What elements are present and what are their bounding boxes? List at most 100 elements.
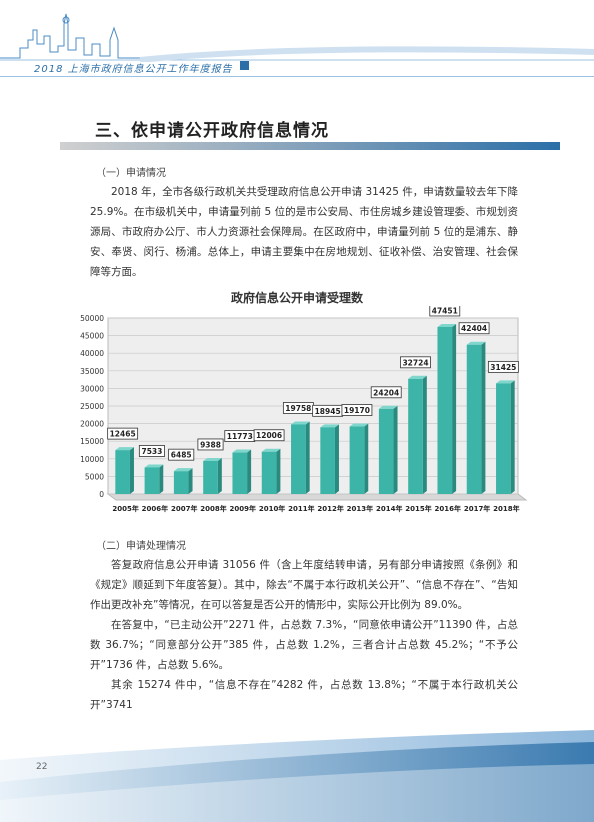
y-tick-label: 15000 — [80, 437, 104, 446]
bar-side — [334, 424, 339, 494]
data-label: 18945 — [315, 407, 341, 416]
subsection-2-heading: （二）申请处理情况 — [96, 541, 186, 552]
x-tick-label: 2018年 — [493, 504, 519, 513]
bar-side — [217, 457, 222, 494]
chart-title: 政府信息公开申请受理数 — [230, 291, 363, 305]
y-tick-label: 40000 — [80, 349, 104, 358]
bar-top — [408, 375, 427, 379]
bar — [496, 383, 511, 494]
bar-top — [115, 447, 134, 451]
data-label: 11773 — [227, 432, 253, 441]
bar-side — [305, 421, 310, 494]
bar-side — [422, 375, 427, 494]
data-label: 9388 — [200, 440, 221, 449]
y-tick-label: 30000 — [80, 384, 104, 393]
bar-top — [378, 405, 398, 409]
bar — [144, 467, 160, 494]
bar-side — [393, 405, 398, 494]
bar-top — [144, 464, 164, 468]
y-tick-label: 25000 — [80, 402, 104, 411]
bar — [466, 344, 482, 494]
subsection-2-paragraph-3: 其余 15274 件中，“信息不存在”4282 件，占总数 13.8%；“不属于… — [90, 679, 518, 711]
x-tick-label: 2016年 — [435, 504, 461, 513]
data-label-box — [138, 445, 165, 457]
y-tick-label: 50000 — [80, 314, 104, 323]
subsection-2-paragraph-1: 答复政府信息公开申请 31056 件（含上年度结转申请，另有部分申请按照《条例》… — [90, 559, 518, 611]
bar — [408, 378, 423, 494]
data-label: 32724 — [402, 358, 428, 367]
section-title-bar — [60, 142, 560, 150]
y-tick-label: 10000 — [80, 455, 104, 464]
x-tick-label: 2012年 — [317, 504, 343, 513]
x-tick-label: 2010年 — [259, 504, 285, 513]
page-header: 2018 上海市政府信息公开工作年度报告 — [0, 0, 594, 80]
data-label: 31425 — [490, 363, 516, 372]
data-label-box — [341, 404, 373, 416]
data-label: 6485 — [171, 451, 192, 460]
bar-top — [320, 424, 339, 428]
bar-side — [364, 423, 369, 494]
bar — [349, 426, 365, 494]
bar-top — [496, 380, 515, 384]
data-label-box — [458, 322, 490, 335]
bar — [173, 471, 189, 494]
applications-bar-chart: 0 5000 10000 15000 20000 25000 30000 35000 40000… — [80, 306, 528, 513]
x-tick-label: 2009年 — [230, 504, 256, 513]
y-tick-label: 5000 — [85, 472, 104, 481]
bar-top — [291, 421, 310, 425]
bar-top — [466, 341, 486, 345]
x-tick-label: 2013年 — [347, 504, 373, 513]
bar — [203, 460, 218, 494]
data-label-box — [107, 427, 139, 440]
x-tick-label: 2017年 — [464, 504, 490, 513]
bar-side — [276, 448, 281, 494]
x-tick-label: 2014年 — [376, 504, 402, 513]
data-label: 7533 — [141, 447, 162, 456]
bar-top — [232, 449, 252, 453]
bar-side — [188, 468, 193, 494]
bar-top — [437, 323, 457, 327]
data-label: 47451 — [432, 306, 458, 315]
data-label: 19758 — [285, 404, 311, 413]
bar-top — [349, 423, 369, 427]
report-header-title: 2018 上海市政府信息公开工作年度报告 — [34, 64, 233, 75]
x-tick-label: 2011年 — [288, 504, 314, 513]
bar-side — [481, 341, 486, 494]
data-label-box — [197, 438, 224, 451]
bar-top — [261, 448, 281, 452]
data-label-box — [487, 360, 519, 373]
data-label: 24204 — [373, 388, 399, 397]
data-label-box — [429, 306, 461, 317]
page-number: 22 — [36, 762, 48, 772]
data-label-box — [400, 356, 431, 369]
y-tick-label: 45000 — [80, 332, 104, 341]
bar-side — [452, 323, 457, 494]
bar — [320, 427, 335, 494]
data-label: 12465 — [110, 430, 136, 439]
section-title: 三、依申请公开政府信息情况 — [95, 121, 329, 141]
header-divider — [0, 76, 594, 77]
data-label-box — [253, 429, 285, 442]
plot-floor — [106, 493, 528, 501]
bar-side — [510, 380, 515, 494]
bar — [437, 326, 453, 494]
subsection-1-heading: （一）申请情况 — [96, 168, 166, 179]
bar — [378, 408, 394, 494]
footer-wave-decoration — [0, 730, 594, 822]
x-tick-label: 2007年 — [171, 504, 197, 513]
data-label: 42404 — [461, 324, 487, 333]
bar-side — [247, 449, 252, 494]
bar-top — [173, 468, 193, 472]
bar — [232, 452, 248, 494]
x-tick-label: 2008年 — [200, 504, 226, 513]
corner-mark-icon — [240, 61, 249, 70]
x-tick-label: 2015年 — [405, 504, 431, 513]
data-label: 12006 — [256, 431, 282, 440]
bar — [115, 450, 130, 494]
y-tick-label: 35000 — [80, 367, 104, 376]
bar — [261, 451, 277, 494]
y-tick-label: 0 — [99, 490, 104, 499]
bar-top — [203, 457, 222, 461]
bar — [291, 424, 306, 494]
data-label-box — [370, 386, 402, 399]
